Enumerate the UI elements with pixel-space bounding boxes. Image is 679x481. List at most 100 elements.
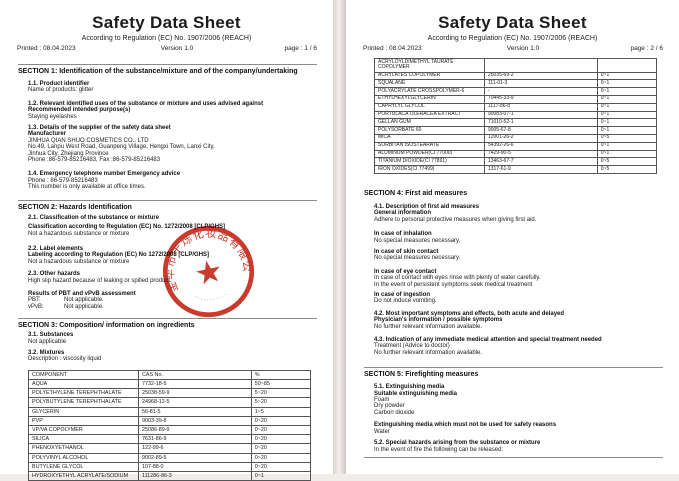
table-cell: SILICA: [28, 434, 139, 445]
table-cell: 1317-61-9: [483, 165, 598, 174]
table-cell: 0~5: [596, 165, 658, 174]
section-heading: SECTION 5: Firefighting measures: [364, 371, 479, 379]
text-line: 2.1. Classification of the substance or …: [28, 214, 160, 221]
key-label: PBT:: [28, 297, 41, 304]
printed-date: 08.04.2023: [389, 45, 422, 52]
table-header-cell: %: [250, 369, 312, 380]
text-line: Adhere to personal protective measures w…: [374, 216, 537, 223]
text-line: In case of contact with eyes rinse with …: [374, 275, 541, 282]
text-line: 2.3. Other hazards: [28, 271, 81, 278]
page-label: page :: [284, 45, 303, 52]
table-cell: 1117-86-8: [483, 102, 598, 112]
text-line: Not a hazardous substance or mixture: [28, 258, 130, 265]
text-line: 2.2. Label elements: [28, 245, 84, 252]
table-cell: 70445-33-9: [483, 94, 598, 104]
text-line: Recommended intended purpose(s): [28, 107, 131, 114]
text-line: In the event of persistent symptoms seek…: [374, 281, 533, 288]
text-line: 1.4. Emergency telephone number Emergenc…: [28, 171, 181, 178]
document-title: Safety Data Sheet: [438, 13, 587, 32]
document-meta-row: Printed : 08.04.2023 Version 1.0 page : …: [346, 42, 679, 52]
text-line: Do not induce vomiting.: [374, 298, 437, 305]
text-line: General information: [374, 210, 432, 217]
table-row: VP/VA COPOLYMER 25086-89-9 0~20: [28, 424, 312, 436]
table-cell: 107-88-0: [137, 461, 252, 473]
text-line: Not a hazardous substance or mixture: [28, 230, 130, 237]
text-line: 4.2. Most important symptoms and effects…: [374, 310, 565, 317]
text-line: Suitable extinguishing media: [374, 390, 458, 397]
text-line: No further relevant information availabl…: [374, 323, 483, 330]
table-cell: 0~1: [596, 126, 658, 135]
text-line: 1.3. Details of the supplier of the safe…: [28, 125, 171, 132]
table-cell: 0~1: [596, 87, 658, 96]
text-line: Jinhua City, Zhejiang Province: [28, 150, 109, 157]
table-cell: 54392-26-6: [483, 141, 598, 151]
table-row: TITANIUM DIOXIDE(CI 77891) 13463-67-7 0~5: [374, 157, 658, 167]
table-cell: HYDROXYETHYL ACRYLATE/SODIUM: [28, 471, 139, 481]
text-line: No special measures necessary.: [374, 237, 461, 244]
ingredients-table: ACRYLOYLDIMETHYL TAURATE COPOLYMER ACRYLA…: [374, 58, 658, 174]
printed-label: Printed :: [363, 45, 388, 52]
table-cell: [596, 58, 658, 73]
table-cell: 0~1: [596, 71, 658, 81]
table-cell: 9002-89-5: [137, 452, 252, 463]
table-header-row: COMPONENT CAS No.%: [28, 369, 312, 380]
table-cell: 0~1: [596, 118, 658, 128]
text-line: Phone : 86-579-85216483: [28, 177, 98, 184]
page-number: 1 / 6: [304, 45, 317, 52]
table-cell: POLYVINYL ALCOHOL: [28, 452, 139, 463]
table-row: PHENOXYETHANOL 122-99-6 0~20: [28, 443, 312, 454]
table-cell: PHENOXYETHANOL: [28, 443, 139, 454]
table-cell: 9005-67-8: [483, 126, 598, 135]
text-line: Not applicable: [28, 338, 67, 345]
table-cell: ALUMINUM POWDER(CI 77000): [374, 149, 485, 159]
spacer: [364, 174, 663, 189]
table-cell: [483, 58, 598, 73]
text-line: Extinguishing media which must not be us…: [374, 422, 557, 429]
text-line: No further relevant information availabl…: [374, 349, 483, 356]
spacer: [364, 330, 663, 337]
document-subtitle: According to Regulation (EC) No. 1907/20…: [427, 35, 598, 42]
text-line: No special measures necessary.: [374, 255, 461, 262]
text-line: In case of inhalation: [374, 231, 432, 238]
key-value-line: vPvB: Not applicable.: [18, 304, 317, 310]
table-cell: -: [483, 87, 598, 96]
table-cell: VP/VA COPOLYMER: [28, 424, 139, 436]
table-cell: AQUA: [28, 378, 139, 390]
pages-gap: [333, 0, 346, 474]
table-header-cell: COMPONENT: [28, 369, 139, 380]
table-cell: 0~20: [250, 443, 312, 454]
spacer: [364, 52, 663, 57]
document-meta-row: Printed : 08.04.2023 Version 1.0 page : …: [0, 42, 333, 52]
table-row: CAPRYLYL GLYCOL 1117-86-8 0~1: [374, 102, 658, 112]
text-line: Name of products: glitter: [28, 87, 94, 94]
text-line: Results of PBT and vPvB assessment: [28, 290, 136, 297]
table-cell: 24968-12-5: [137, 397, 252, 408]
table-row: BUTYLENE GLYCOL 107-88-0 0~20: [28, 461, 312, 473]
text-line: In case of ingestion: [374, 292, 431, 299]
table-row: PVP 9003-39-8 0~20: [28, 415, 312, 427]
text-line: 3.1. Substances: [28, 332, 74, 339]
page-1-header: Safety Data Sheet According to Regulatio…: [0, 0, 333, 52]
spacer: [18, 94, 317, 101]
text-line: In case of eye contact: [374, 268, 437, 275]
section-divider: [18, 318, 317, 320]
stamp-ring: [162, 225, 255, 318]
section-divider: [18, 199, 317, 201]
text-line: Classification according to Regulation (…: [28, 224, 226, 231]
table-row: POLYBUTYLENE TEREPHTHALATE 24968-12-5 5~20: [28, 397, 312, 408]
section-heading: SECTION 3: Composition/ information on i…: [18, 322, 195, 330]
table-cell: POLYETHYLENE TEREPHTHALATE: [28, 388, 139, 399]
table-row: PORTULACA OLERACEA EXTRACT 90083-07-1 0~1: [374, 110, 658, 120]
table-cell: POLYBUTYLENE TEREPHTHALATE: [28, 397, 139, 408]
printed-date: 08.04.2023: [43, 45, 76, 52]
text-line: Carbon dioxide: [374, 409, 415, 416]
table-row: POLYACRYLATE CROSSPOLYMER-6-0~1: [374, 87, 658, 96]
text-line: Description : viscosity liquid: [28, 356, 102, 363]
page-number: 2 / 6: [650, 45, 663, 52]
text-line: High slip hazard because of leaking or s…: [28, 277, 172, 284]
table-cell: GELLAN GUM: [374, 118, 485, 128]
printed-label: Printed :: [17, 45, 42, 52]
text-line: Foam: [374, 397, 390, 404]
table-cell: 0~20: [250, 415, 312, 427]
table-cell: MICA: [374, 133, 485, 143]
